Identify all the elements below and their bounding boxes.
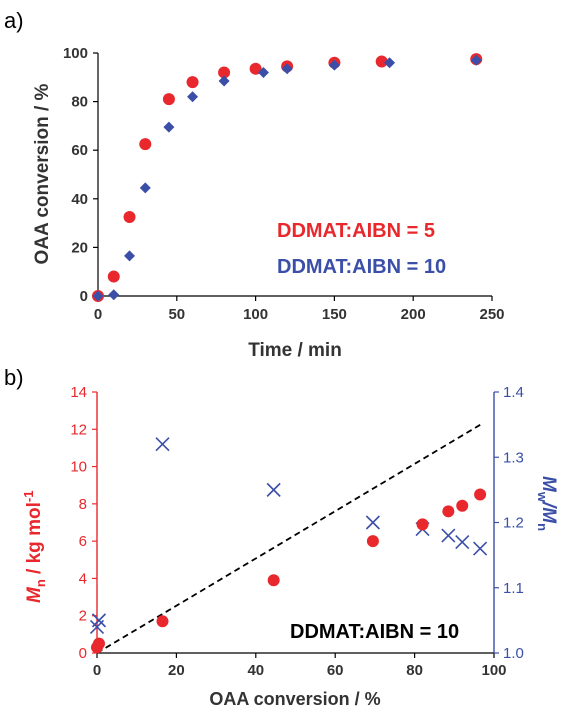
panel-b-label: b) [4,365,24,390]
legend-series-5: DDMAT:AIBN = 5 [277,220,435,242]
mn-symbol: M [24,586,45,603]
dispersity-point-stroke [441,528,456,543]
dispersity-point [473,541,488,556]
series-5-point [186,76,199,89]
mn-subscript-right: n [535,523,550,531]
chart-b-left-tick-label: 6 [79,533,87,550]
chart-a-y-tick-label: 100 [63,45,88,62]
chart-b-annotation: DDMAT:AIBN = 10 [290,621,459,643]
mn-point [92,637,105,650]
series-10-point [139,182,151,194]
mn-unit: / kg mol [24,502,45,579]
chart-b-right-tick-label: 1.4 [503,384,524,401]
chart-b-x-tick-label: 20 [168,662,185,679]
dispersity-point [155,437,170,452]
chart-a-x-tick-label: 250 [479,306,504,323]
chart-a-y-tick-label: 0 [80,288,88,305]
theory-line [96,422,483,654]
chart-a-x-tick-label: 0 [94,306,102,323]
chart-b-right-tick-label: 1.2 [503,515,524,532]
series-5-point [218,66,231,79]
chart-b-x-tick-label: 0 [93,662,101,679]
chart-b-left-y-label: Mn / kg mol-1 [21,491,48,603]
mw-subscript: w [535,491,550,503]
chart-b-left-tick-label: 2 [79,608,87,625]
series-5-point [139,138,152,151]
chart-b-right-y-label: Mw/Mn [535,476,559,531]
chart-b-x-tick-label: 60 [327,662,344,679]
dispersity-point [91,613,107,628]
chart-b-left-tick-label: 10 [70,459,87,476]
chart-b-left-tick-label: 0 [79,645,87,662]
chart-b-x-tick-label: 100 [481,662,506,679]
chart-b-left-tick-label: 14 [70,384,87,401]
series-10-point [281,63,293,75]
chart-a-x-tick-label: 200 [401,306,426,323]
series-10-point [470,54,482,66]
mn-point [442,505,455,518]
series-5-point [107,270,120,283]
series-10-point [257,66,269,78]
mn-point [474,488,487,501]
chart-a-y-tick-label: 20 [71,239,88,256]
chart-b-right-tick-label: 1.0 [503,645,524,662]
chart-a-x-tick-label: 150 [322,306,347,323]
mw-symbol: M [538,476,559,493]
mn-point [156,615,169,628]
series-5-point [375,55,388,68]
chart-a-x-label: Time / min [248,340,342,361]
mn-symbol-right: /M [538,501,559,524]
series-10-point [328,59,340,71]
chart-b-x-tick-label: 40 [247,662,264,679]
series-10-point [218,75,230,87]
series-10-point [384,57,396,69]
chart-a-y-tick-label: 60 [71,142,88,159]
chart-b-left-tick-label: 12 [70,421,87,438]
dispersity-point-stroke [155,437,170,452]
series-5-point [249,62,262,75]
mn-point [267,574,280,587]
series-10-point [124,250,136,262]
dispersity-point-stroke [473,541,488,556]
mn-subscript: n [33,579,48,587]
chart-a-y-label: OAA conversion / % [32,83,53,264]
series-10-point [108,289,120,301]
series-5-point [162,93,175,106]
chart-b-left-tick-label: 4 [79,570,87,587]
series-10-point [163,121,175,133]
panel-a-label: a) [4,8,24,33]
legend-series-10: DDMAT:AIBN = 10 [277,256,446,278]
mn-point [416,518,429,531]
chart-a-y-tick-label: 80 [71,94,88,111]
chart-b-right-tick-label: 1.1 [503,580,524,597]
series-10-point [187,91,199,103]
dispersity-point-stroke [455,535,470,550]
series-5-point [123,211,136,224]
dispersity-point [266,482,281,497]
chart-a-y-tick-label: 40 [71,191,88,208]
chart-b-x-tick-label: 80 [406,662,423,679]
series-10-point [92,290,104,302]
chart-b-x-label: OAA conversion / % [209,689,380,709]
dispersity-point-stroke [365,515,380,530]
dispersity-point [455,535,470,550]
mn-unit-sup: -1 [21,491,36,503]
dispersity-point-stroke [266,482,281,497]
chart-a-x-tick-label: 50 [168,306,185,323]
mn-point [456,499,469,512]
mn-point [366,535,379,548]
dispersity-point [441,528,456,543]
dispersity-point [365,515,380,530]
chart-a-x-tick-label: 100 [243,306,268,323]
chart-b-right-tick-label: 1.3 [503,449,524,466]
chart-b: 0 20 40 60 80 100 0 2 4 6 8 10 12 14 1.0 1.1 1.2 1.3 1.4… [21,384,559,709]
dispersity-point-stroke [91,613,107,628]
chart-b-left-tick-label: 8 [79,496,87,513]
